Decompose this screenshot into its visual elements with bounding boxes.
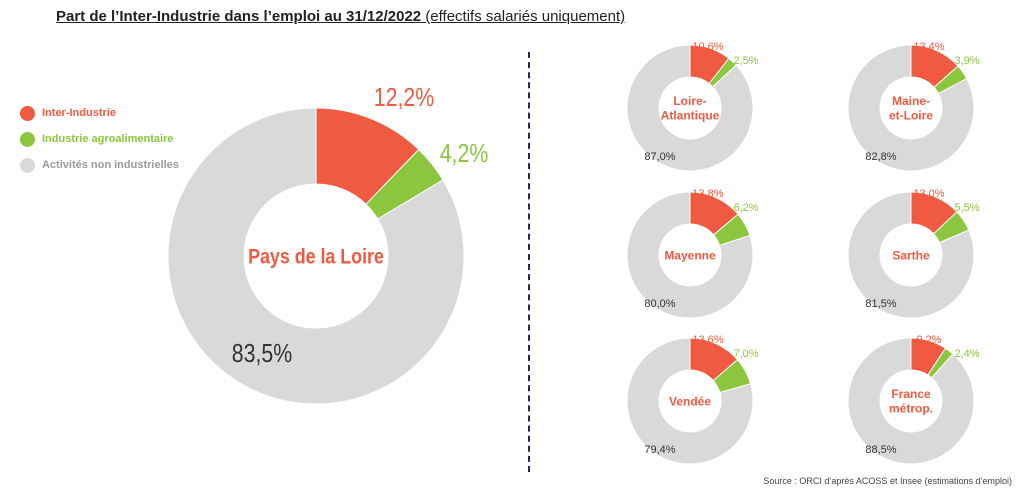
value-label-activites-non-industrielles-mayenne: 80,0% bbox=[644, 298, 675, 310]
slice-activites-non-industrielles-france-metrop bbox=[847, 337, 975, 465]
value-label-activites-non-industrielles-maine-et-loire: 82,8% bbox=[865, 151, 896, 163]
legend-swatch-agroalimentaire bbox=[20, 131, 35, 147]
legend-item-non-industrielles: Activités non industrielles bbox=[20, 152, 179, 178]
slice-activites-non-industrielles-sarthe bbox=[847, 191, 975, 319]
title-note: (effectifs salariés uniquement) bbox=[425, 8, 626, 25]
donut-sarthe: 13,0% 5,5% 81,5% Sarthe bbox=[847, 188, 980, 319]
value-label-industrie-agroalimentaire-vendee: 7,0% bbox=[733, 348, 758, 360]
legend-item-agroalimentaire: Industrie agroalimentaire bbox=[20, 126, 179, 152]
legend-label-inter-industrie: Inter-Industrie bbox=[42, 107, 116, 119]
value-label-industrie-agroalimentaire-france-metrop: 2,4% bbox=[954, 348, 979, 360]
value-label-inter-industrie-loire-atlantique: 10,6% bbox=[692, 41, 723, 53]
donut-pays-de-la-loire: 12,2%4,2% 83,5% Pays de la Loire bbox=[167, 83, 489, 405]
legend: Inter-Industrie Industrie agroalimentair… bbox=[20, 100, 179, 178]
center-label-loire-atlantique: Loire- bbox=[673, 94, 706, 108]
center-label-sarthe: Sarthe bbox=[892, 248, 930, 262]
value-label-activites-non-industrielles-pays-de-la-loire: 83,5% bbox=[232, 339, 292, 369]
value-label-industrie-agroalimentaire-pays-de-la-loire: 4,2% bbox=[440, 139, 489, 169]
legend-swatch-non-industrielles bbox=[20, 157, 35, 173]
donut-loire-atlantique: 10,6% 2,5% 87,0% Loire-Atlantique bbox=[626, 41, 759, 172]
center-label-mayenne: Mayenne bbox=[664, 248, 716, 262]
value-label-industrie-agroalimentaire-mayenne: 6,2% bbox=[733, 202, 758, 214]
center-label-pays-de-la-loire: Pays de la Loire bbox=[248, 245, 384, 269]
value-label-inter-industrie-mayenne: 13,8% bbox=[692, 188, 723, 200]
legend-item-inter-industrie: Inter-Industrie bbox=[20, 100, 179, 126]
legend-label-agroalimentaire: Industrie agroalimentaire bbox=[42, 133, 174, 145]
value-label-activites-non-industrielles-vendee: 79,4% bbox=[644, 444, 675, 456]
value-label-industrie-agroalimentaire-loire-atlantique: 2,5% bbox=[733, 55, 758, 67]
value-label-inter-industrie-vendee: 13,6% bbox=[692, 334, 723, 346]
value-label-activites-non-industrielles-sarthe: 81,5% bbox=[865, 298, 896, 310]
center-label-vendee: Vendée bbox=[669, 394, 711, 408]
slice-activites-non-industrielles-pays-de-la-loire bbox=[167, 107, 465, 405]
value-label-industrie-agroalimentaire-maine-et-loire: 3,9% bbox=[954, 55, 979, 67]
title-main: Part de l’Inter-Industrie dans l’emploi … bbox=[56, 8, 422, 25]
slice-activites-non-industrielles-vendee bbox=[626, 337, 754, 465]
divider-line bbox=[528, 52, 530, 472]
donut-maine-et-loire: 13,4% 3,9% 82,8% Maine-et-Loire bbox=[847, 41, 980, 172]
value-label-inter-industrie-france-metrop: 9,2% bbox=[916, 334, 941, 346]
value-label-inter-industrie-maine-et-loire: 13,4% bbox=[913, 41, 944, 53]
slice-activites-non-industrielles-maine-et-loire bbox=[847, 44, 975, 172]
slice-activites-non-industrielles-loire-atlantique bbox=[626, 44, 754, 172]
center-label-france-metrop: métrop. bbox=[889, 402, 933, 416]
center-label-maine-et-loire: Maine- bbox=[892, 94, 930, 108]
value-label-inter-industrie-pays-de-la-loire: 12,2% bbox=[374, 83, 434, 113]
value-label-activites-non-industrielles-loire-atlantique: 87,0% bbox=[644, 151, 675, 163]
legend-label-non-industrielles: Activités non industrielles bbox=[42, 159, 179, 171]
value-label-activites-non-industrielles-france-metrop: 88,5% bbox=[865, 444, 896, 456]
center-label-loire-atlantique: Atlantique bbox=[661, 109, 720, 123]
value-label-inter-industrie-sarthe: 13,0% bbox=[913, 188, 944, 200]
donut-mayenne: 13,8% 6,2% 80,0% Mayenne bbox=[626, 188, 759, 319]
chart-title: Part de l’Inter-Industrie dans l’emploi … bbox=[56, 8, 625, 25]
source-note: Source : ORCI d’après ACOSS et Insee (es… bbox=[763, 476, 1012, 486]
value-label-industrie-agroalimentaire-sarthe: 5,5% bbox=[954, 202, 979, 214]
legend-swatch-inter-industrie bbox=[20, 105, 35, 121]
center-label-france-metrop: France bbox=[891, 387, 931, 401]
donut-vendee: 13,6% 7,0% 79,4% Vendée bbox=[626, 334, 759, 465]
slice-activites-non-industrielles-mayenne bbox=[626, 191, 754, 319]
center-label-maine-et-loire: et-Loire bbox=[889, 109, 933, 123]
